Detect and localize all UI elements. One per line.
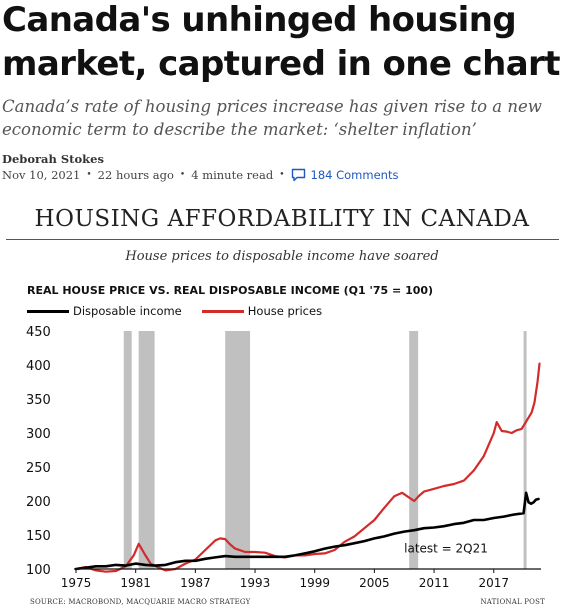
separator-dot: •	[86, 170, 92, 180]
x-tick-label-2017: 2017	[478, 576, 509, 590]
separator-dot: •	[279, 170, 285, 180]
recession-band-1	[123, 331, 132, 569]
series-line-disposable-income	[74, 491, 540, 571]
legend-swatch-income	[27, 309, 69, 313]
y-tick-label-300: 300	[26, 427, 51, 442]
author-name[interactable]: Deborah Stokes	[2, 152, 104, 166]
dek: Canada’s rate of housing prices increase…	[2, 97, 542, 139]
source-note: SOURCE: MACROBOND, MACQUARIE MACRO STRAT…	[30, 598, 251, 606]
time-ago: 22 hours ago	[97, 168, 174, 182]
legend-label-prices: House prices	[247, 304, 323, 318]
recession-band-5	[523, 331, 527, 569]
comments-count[interactable]: 184 Comments	[310, 168, 399, 182]
y-tick-label-400: 400	[26, 359, 51, 374]
x-tick-label-1993: 1993	[240, 576, 271, 590]
chart-legend: Disposable income House prices	[27, 304, 342, 318]
x-tick-label-1981: 1981	[120, 576, 151, 590]
legend-item-prices: House prices	[201, 304, 323, 318]
speech-bubble-icon	[291, 168, 305, 182]
latest-annotation: latest = 2Q21	[404, 542, 488, 556]
x-tick-label-1999: 1999	[299, 576, 330, 590]
publish-date: Nov 10, 2021	[2, 168, 81, 182]
legend-swatch-prices	[201, 309, 244, 313]
y-tick-label-350: 350	[26, 393, 51, 408]
graphic-subtitle: House prices to disposable income have s…	[125, 249, 439, 264]
recession-band-3	[225, 331, 251, 569]
x-tick-label-2011: 2011	[419, 576, 450, 590]
y-tick-label-250: 250	[26, 461, 51, 476]
legend-label-income: Disposable income	[73, 304, 182, 318]
recession-band-4	[409, 331, 419, 569]
line-chart: 100 150 200 250 300 350 400 450 1975 1981 1987 1993…	[26, 325, 541, 590]
read-time: 4 minute read	[191, 168, 274, 182]
separator-dot: •	[179, 170, 186, 180]
recession-band-2	[138, 331, 155, 569]
y-tick-label-150: 150	[26, 529, 51, 544]
x-tick-label-1975: 1975	[61, 576, 92, 590]
y-tick-label-450: 450	[26, 325, 51, 340]
x-tick-label-2005: 2005	[359, 576, 390, 590]
x-tick-label-1987: 1987	[180, 576, 211, 590]
y-tick-label-200: 200	[26, 495, 51, 510]
y-tick-label-100: 100	[26, 563, 51, 578]
graphic-title: HOUSING AFFORDABILITY IN CANADA	[34, 206, 530, 232]
credit-note: NATIONAL POST	[480, 598, 545, 606]
title-divider	[6, 239, 559, 240]
headline: Canada's unhinged housing market, captur…	[2, 0, 560, 84]
chart-title: REAL HOUSE PRICE VS. REAL DISPOSABLE INC…	[27, 284, 434, 297]
comments-link[interactable]: 184 Comments	[291, 168, 399, 182]
article-meta: Nov 10, 2021 • 22 hours ago • 4 minute r…	[2, 168, 398, 182]
legend-item-income: Disposable income	[27, 304, 182, 318]
